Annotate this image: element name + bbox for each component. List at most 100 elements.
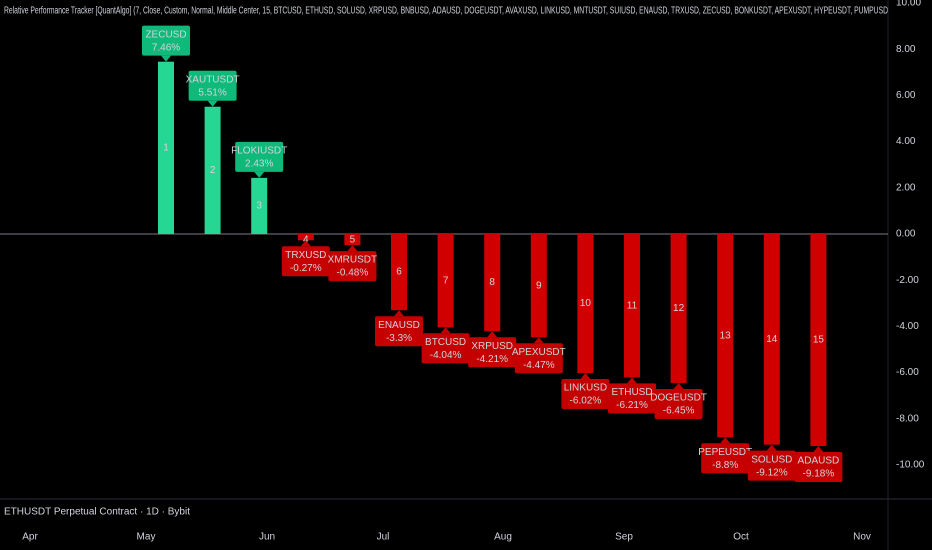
rank-label: 3 xyxy=(256,201,262,212)
bar xyxy=(251,177,268,234)
label-box xyxy=(514,343,563,374)
x-tick-label: Apr xyxy=(22,532,38,543)
bar xyxy=(204,106,221,234)
bar xyxy=(391,233,407,311)
label-box xyxy=(142,25,190,56)
y-tick-label: -6.00 xyxy=(896,367,919,378)
rank-label: 5 xyxy=(350,235,356,246)
label-pointer xyxy=(766,444,777,451)
label-pointer xyxy=(627,377,637,384)
label-pointer xyxy=(254,171,265,178)
bar xyxy=(344,233,361,246)
label-name: SOLUSD xyxy=(751,454,792,465)
rank-label: 6 xyxy=(396,267,402,278)
x-tick-label: May xyxy=(137,532,156,543)
label-pointer xyxy=(580,373,591,380)
bar xyxy=(577,233,594,374)
x-tick-label: Jun xyxy=(259,532,275,543)
label-box xyxy=(608,383,656,414)
rank-label: 7 xyxy=(443,275,449,286)
x-tick-label: Nov xyxy=(853,532,871,543)
rank-label: 12 xyxy=(673,303,685,314)
label-box xyxy=(235,141,284,172)
label-box xyxy=(468,337,517,368)
x-tick-label: Sep xyxy=(615,532,633,543)
bar xyxy=(158,61,174,234)
x-tick-label: Oct xyxy=(733,532,749,543)
label-name: PEPEUSDT xyxy=(698,447,752,458)
label-pointer xyxy=(347,245,358,252)
label-box xyxy=(561,379,610,410)
label-name: TRXUSD xyxy=(285,250,326,261)
data-label: -9.18% xyxy=(803,469,835,480)
data-label: -0.27% xyxy=(290,263,322,274)
rank-label: 13 xyxy=(720,330,732,341)
y-tick-label: 2.00 xyxy=(896,182,916,193)
data-label: -9.12% xyxy=(756,467,788,478)
label-name: XMRUSDT xyxy=(328,255,377,266)
data-label: 7.46% xyxy=(152,42,180,53)
bar xyxy=(763,233,780,445)
rank-label: 2 xyxy=(210,165,216,176)
bar xyxy=(810,233,827,447)
rank-label: 11 xyxy=(627,300,638,311)
y-tick-label: -2.00 xyxy=(896,275,919,286)
indicator-title: Relative Performance Tracker [QuantAlgo]… xyxy=(4,6,888,17)
rank-label: 1 xyxy=(163,142,169,153)
y-tick-label: -10.00 xyxy=(896,460,925,471)
label-pointer xyxy=(207,100,218,107)
label-box xyxy=(281,246,330,277)
label-name: ADAUSD xyxy=(798,456,840,467)
bar xyxy=(530,233,547,338)
main-pane-title: ETHUSDT Perpetual Contract · 1D · Bybit xyxy=(4,507,190,518)
label-pointer xyxy=(394,310,404,317)
bar xyxy=(624,233,640,378)
label-pointer xyxy=(440,327,451,334)
y-tick-label: 10.00 xyxy=(896,0,921,9)
label-name: FLOKIUSDT xyxy=(231,145,287,156)
label-box xyxy=(328,251,377,282)
bar xyxy=(484,233,501,332)
label-name: ENAUSD xyxy=(378,320,420,331)
label-box xyxy=(654,388,703,419)
rank-label: 8 xyxy=(489,277,495,288)
x-tick-label: Jul xyxy=(377,532,390,543)
label-box xyxy=(188,70,237,101)
bar xyxy=(437,233,454,328)
label-pointer xyxy=(813,446,824,453)
rank-label: 15 xyxy=(813,335,825,346)
y-tick-label: 0.00 xyxy=(896,229,916,240)
bar xyxy=(297,233,314,241)
y-tick-label: 4.00 xyxy=(896,136,916,147)
y-tick-label: 6.00 xyxy=(896,90,916,101)
label-name: XRPUSD xyxy=(471,341,513,352)
rank-label: 4 xyxy=(303,235,309,246)
rank-label: 10 xyxy=(580,298,592,309)
label-name: APEXUSDT xyxy=(512,347,566,358)
x-tick-label: Aug xyxy=(494,532,512,543)
data-label: -4.04% xyxy=(430,350,462,361)
data-label: -6.02% xyxy=(570,396,602,407)
label-pointer xyxy=(673,382,684,389)
bar xyxy=(670,233,687,383)
label-box xyxy=(747,450,796,481)
label-box xyxy=(375,316,423,347)
data-label: -0.48% xyxy=(337,268,369,279)
label-name: XAUTUSDT xyxy=(186,74,240,85)
label-name: LINKUSD xyxy=(564,383,607,394)
label-name: DOGEUSDT xyxy=(650,393,707,404)
bar xyxy=(717,233,734,438)
label-box xyxy=(794,452,843,483)
y-tick-label: -4.00 xyxy=(896,321,919,332)
data-label: 2.43% xyxy=(245,158,273,169)
label-box xyxy=(701,443,750,474)
label-name: BTCUSD xyxy=(425,337,466,348)
data-label: 5.51% xyxy=(198,87,226,98)
data-label: -4.47% xyxy=(523,360,555,371)
data-label: -8.8% xyxy=(712,460,738,471)
y-tick-label: -8.00 xyxy=(896,413,919,424)
data-label: -4.21% xyxy=(476,354,508,365)
label-box xyxy=(421,333,470,364)
label-pointer xyxy=(487,331,498,338)
